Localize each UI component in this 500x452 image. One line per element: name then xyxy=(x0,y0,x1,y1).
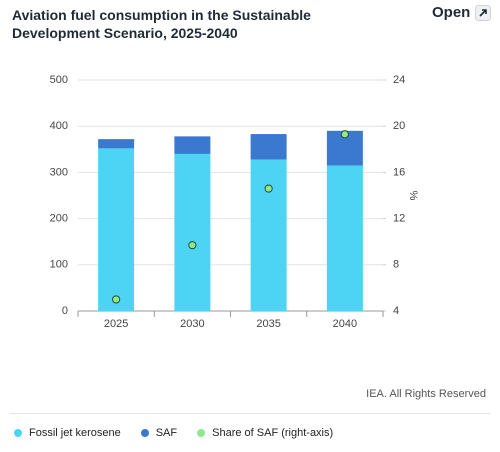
open-button[interactable]: Open xyxy=(432,4,492,21)
y-tick-label: 500 xyxy=(50,74,68,86)
x-tick-label: 2030 xyxy=(180,318,204,330)
y-tick-label: 0 xyxy=(62,305,68,317)
y-tick-label: 200 xyxy=(50,213,68,225)
legend-swatch xyxy=(140,429,149,437)
y2-tick-label: 16 xyxy=(393,166,405,178)
bar-segment xyxy=(98,148,135,311)
y2-tick-label: 20 xyxy=(393,120,405,132)
bar-segment xyxy=(326,165,363,311)
y2-tick-label: 24 xyxy=(393,74,405,86)
y2-tick-label: 4 xyxy=(393,305,399,317)
share-point xyxy=(112,295,121,304)
y2-tick-label: 12 xyxy=(393,213,405,225)
chart-title: Aviation fuel consumption in the Sustain… xyxy=(12,7,311,41)
share-point xyxy=(340,130,349,139)
legend-label: Share of SAF (right-axis) xyxy=(212,427,334,439)
y-tick-label: 300 xyxy=(50,166,68,178)
legend-item[interactable]: Fossil jet kerosene xyxy=(14,427,121,439)
open-icon xyxy=(475,4,492,21)
bar-segment xyxy=(174,153,211,311)
legend-swatch xyxy=(197,429,206,437)
legend-label: Fossil jet kerosene xyxy=(29,427,121,439)
x-tick-label: 2040 xyxy=(333,318,357,330)
legend: Fossil jet kerosene SAF Share of SAF (righ… xyxy=(14,427,333,439)
bar-segment xyxy=(98,139,135,149)
x-tick-label: 2035 xyxy=(256,318,280,330)
y2-axis-label: % xyxy=(407,191,419,201)
x-tick-label: 2025 xyxy=(104,318,128,330)
legend-label: SAF xyxy=(155,427,178,439)
legend-swatch xyxy=(14,429,22,437)
y-tick-label: 400 xyxy=(50,120,68,132)
chart: 0 100 200 300 400 500 4 8 12 16 20 24% 2025 2030 2035 2… xyxy=(50,74,419,330)
source-note: IEA. All Rights Reserved xyxy=(366,388,486,400)
separator xyxy=(10,413,490,414)
legend-item[interactable]: Share of SAF (right-axis) xyxy=(197,427,333,439)
y2-tick-label: 8 xyxy=(393,259,399,271)
bar-segment xyxy=(250,134,287,160)
share-point xyxy=(188,241,197,250)
y-tick-label: 100 xyxy=(50,259,68,271)
legend-item[interactable]: SAF xyxy=(140,427,178,439)
bar-segment xyxy=(250,159,287,311)
share-point xyxy=(264,184,273,193)
bar-segment xyxy=(174,136,211,154)
open-label: Open xyxy=(432,4,471,21)
